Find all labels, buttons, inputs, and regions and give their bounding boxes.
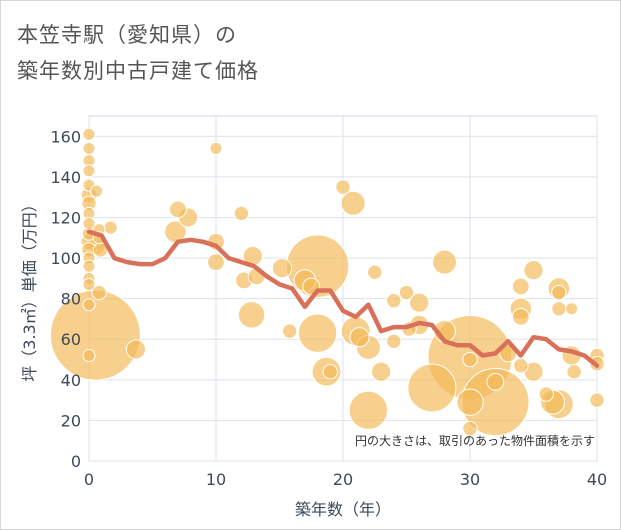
size-note: 円の大きさは、取引のあった物件面積を示す (355, 433, 595, 448)
x-axis-label: 築年数（年） (295, 500, 391, 519)
bubble-point (589, 392, 605, 408)
bubble-point (91, 284, 107, 301)
bubble-point (233, 205, 250, 222)
bubble-point (103, 220, 118, 235)
bubble-point (281, 323, 298, 339)
chart-title-line-1: 本笠寺駅（愛知県）の (17, 23, 237, 47)
bubble-point (349, 327, 370, 348)
bubble-point (297, 313, 338, 353)
bubble-point (371, 361, 392, 382)
bubble-point (409, 292, 430, 313)
bubble-point (271, 258, 293, 279)
bubble-point (511, 277, 530, 296)
bubble-point (486, 372, 505, 391)
bubble-point (322, 364, 338, 380)
bubble-point (335, 179, 351, 195)
bubble-point (386, 333, 402, 349)
bubble-point (523, 260, 544, 281)
axes: 0 20 40 60 80 100 120 140 160 0 10 20 30 40 (50, 127, 607, 489)
bubble-point (407, 363, 457, 413)
x-tick-label: 20 (333, 470, 353, 489)
bubble-point (207, 253, 225, 272)
bubble-point (566, 364, 582, 380)
y-tick-label: 60 (61, 330, 81, 349)
bubble-point (82, 259, 96, 273)
bubble-point (513, 357, 529, 374)
bubble-point (511, 308, 530, 326)
y-tick-label: 100 (50, 249, 81, 268)
bubble-point (551, 284, 567, 301)
y-tick-label: 140 (50, 168, 81, 187)
bubble-point (398, 284, 415, 301)
x-tick-label: 30 (460, 470, 480, 489)
bubble-point (367, 264, 383, 280)
bubble-point (340, 190, 366, 216)
x-tick-label: 0 (84, 470, 94, 489)
bubble-point (386, 292, 402, 309)
bubble-point (462, 420, 478, 437)
bubble-point (125, 339, 147, 360)
y-tick-label: 40 (61, 371, 81, 390)
y-tick-label: 80 (61, 290, 81, 309)
bubble-point (90, 184, 104, 198)
y-tick-label: 0 (71, 452, 81, 471)
bubble-point (82, 127, 96, 141)
y-axis-label: 坪（3.3㎡）単価（万円） (20, 196, 39, 381)
bubble-point (82, 298, 96, 312)
bubble-point (82, 141, 96, 155)
x-tick-label: 40 (587, 470, 607, 489)
bubble-point (82, 164, 96, 178)
bubble-point (82, 348, 96, 362)
x-tick-label: 10 (206, 470, 226, 489)
grid (88, 116, 598, 462)
average-price-line (86, 229, 600, 368)
average-line-layer (86, 229, 600, 368)
bubble-point (348, 390, 389, 430)
bubble-point (169, 200, 187, 219)
y-tick-label: 20 (61, 411, 81, 430)
bubble-point (432, 249, 458, 275)
bubble-point (462, 351, 478, 368)
bubble-point (456, 388, 484, 416)
y-tick-label: 120 (50, 208, 81, 227)
bubble-point (538, 386, 554, 402)
chart-title-line-2: 築年数別中古戸建て価格 (17, 59, 259, 83)
bubble-point (565, 302, 579, 316)
bubble-point (209, 141, 223, 155)
bubble-point (82, 277, 96, 291)
bubble-point (237, 301, 266, 329)
bubble-point (551, 301, 567, 317)
y-tick-label: 160 (50, 127, 81, 146)
